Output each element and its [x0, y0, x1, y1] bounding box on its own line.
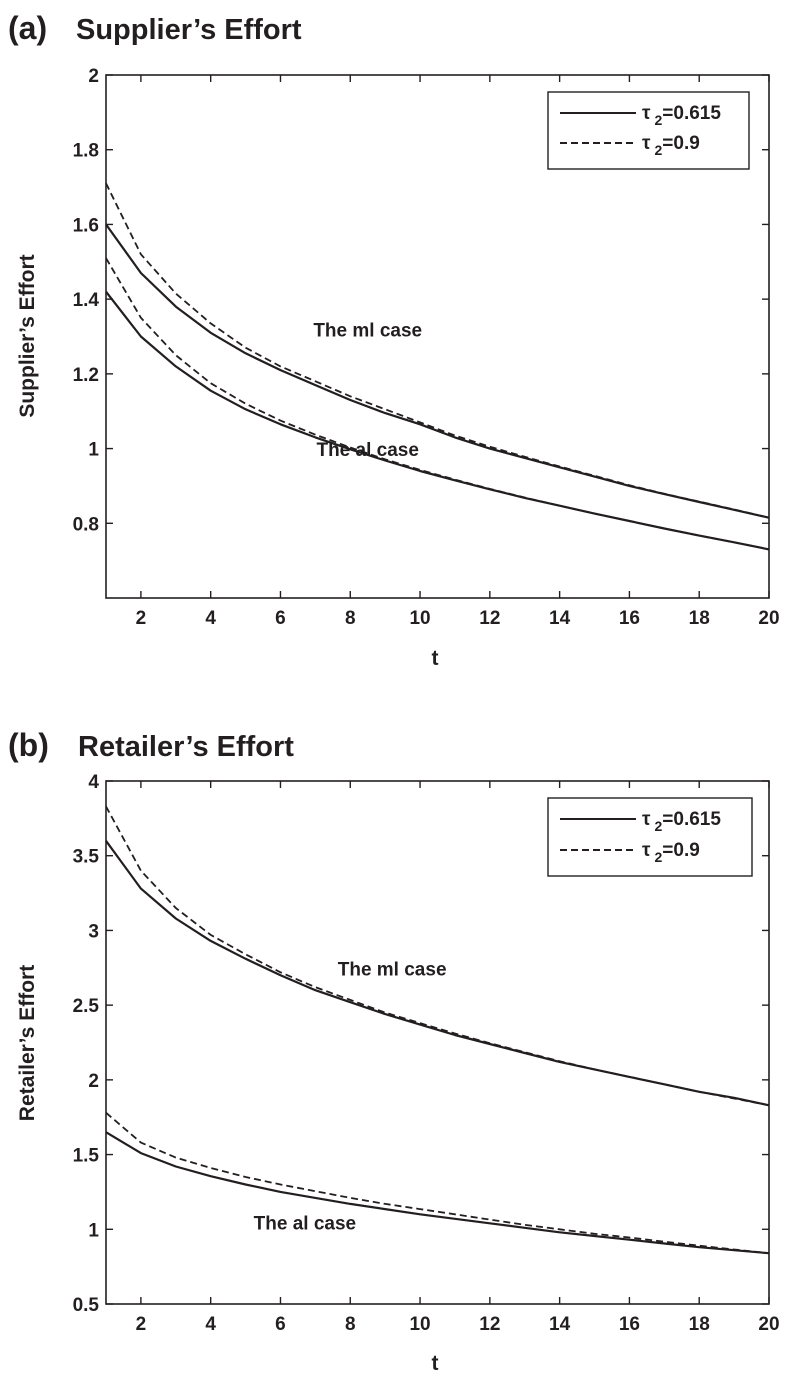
legend-symbol: τ	[642, 809, 651, 830]
legend-symbol: τ	[642, 103, 651, 124]
x-tick-label: 18	[689, 608, 710, 629]
annotation-ml-case: The ml case	[313, 321, 422, 342]
chart-title: Retailer’s Effort	[78, 731, 294, 763]
y-tick-label: 0.5	[73, 1295, 100, 1316]
x-tick-label: 14	[549, 1314, 571, 1335]
x-tick-label: 4	[205, 1314, 216, 1335]
legend-value: =0.615	[662, 809, 721, 830]
x-tick-label: 6	[275, 608, 286, 629]
legend-subscript: 2	[654, 818, 662, 834]
x-tick-label: 10	[409, 608, 430, 629]
x-axis-label: t	[432, 647, 439, 670]
legend-entry-label: τ 2=0.615	[642, 809, 721, 834]
y-tick-label: 3.5	[73, 847, 100, 868]
x-axis-label: t	[432, 1352, 439, 1373]
x-tick-label: 18	[689, 1314, 710, 1335]
series-line-al-dashed	[105, 1112, 770, 1255]
x-tick-label: 10	[409, 1314, 430, 1335]
plot-frame	[105, 74, 770, 599]
y-tick-label: 2	[88, 1071, 99, 1092]
y-tick-label: 1.8	[73, 141, 99, 162]
legend-value: =0.9	[662, 840, 700, 861]
x-tick-label: 12	[479, 608, 500, 629]
legend-entry-label: τ 2=0.9	[642, 840, 700, 865]
y-tick-label: 2.5	[73, 996, 100, 1017]
legend-subscript: 2	[654, 142, 662, 158]
legend-symbol: τ	[642, 840, 651, 861]
series-line-al-solid	[105, 1131, 770, 1255]
plot-frame	[105, 780, 770, 1305]
x-tick-label: 20	[758, 1314, 779, 1335]
y-tick-label: 1.5	[73, 1146, 100, 1167]
y-tick-label: 4	[88, 772, 99, 793]
legend-entry-label: τ 2=0.615	[642, 103, 721, 128]
y-tick-label: 1	[88, 1220, 99, 1241]
legend-value: =0.9	[662, 133, 700, 154]
y-tick-label: 0.8	[73, 514, 99, 535]
x-tick-label: 14	[549, 608, 571, 629]
legend-symbol: τ	[642, 133, 651, 154]
x-tick-label: 2	[136, 1314, 147, 1335]
series-line-ml-dashed	[105, 805, 770, 1107]
x-tick-label: 16	[619, 608, 640, 629]
series-line-ml-solid	[105, 223, 770, 519]
x-tick-label: 20	[758, 608, 779, 629]
legend-box	[547, 91, 750, 170]
legend-box	[547, 797, 753, 877]
annotation-al-case: The al case	[254, 1213, 356, 1234]
x-tick-label: 4	[205, 608, 216, 629]
panel-label: (b)	[8, 727, 49, 763]
x-tick-label: 6	[275, 1314, 286, 1335]
y-tick-label: 3	[88, 921, 99, 942]
chart-title: Supplier’s Effort	[76, 14, 302, 46]
series-line-al-solid	[105, 291, 770, 551]
annotation-al-case: The al case	[316, 440, 418, 461]
legend-subscript: 2	[654, 112, 662, 128]
y-tick-label: 1.4	[73, 290, 100, 311]
y-tick-label: 1	[88, 440, 99, 461]
x-tick-label: 16	[619, 1314, 640, 1335]
legend-entry-label: τ 2=0.9	[642, 133, 700, 158]
y-axis-label: Supplier’s Effort	[16, 254, 39, 417]
annotation-ml-case: The ml case	[338, 959, 447, 980]
x-tick-label: 12	[479, 1314, 500, 1335]
y-axis-label: Retailer’s Effort	[16, 965, 39, 1121]
y-tick-label: 1.6	[73, 215, 99, 236]
series-line-ml-dashed	[105, 182, 770, 519]
series-line-al-dashed	[105, 257, 770, 551]
legend-subscript: 2	[654, 849, 662, 865]
legend-value: =0.615	[662, 103, 721, 124]
y-tick-label: 2	[88, 66, 99, 87]
x-tick-label: 8	[345, 608, 356, 629]
x-tick-label: 2	[136, 608, 147, 629]
x-tick-label: 8	[345, 1314, 356, 1335]
panel-label: (a)	[8, 10, 47, 46]
y-tick-label: 1.2	[73, 365, 99, 386]
